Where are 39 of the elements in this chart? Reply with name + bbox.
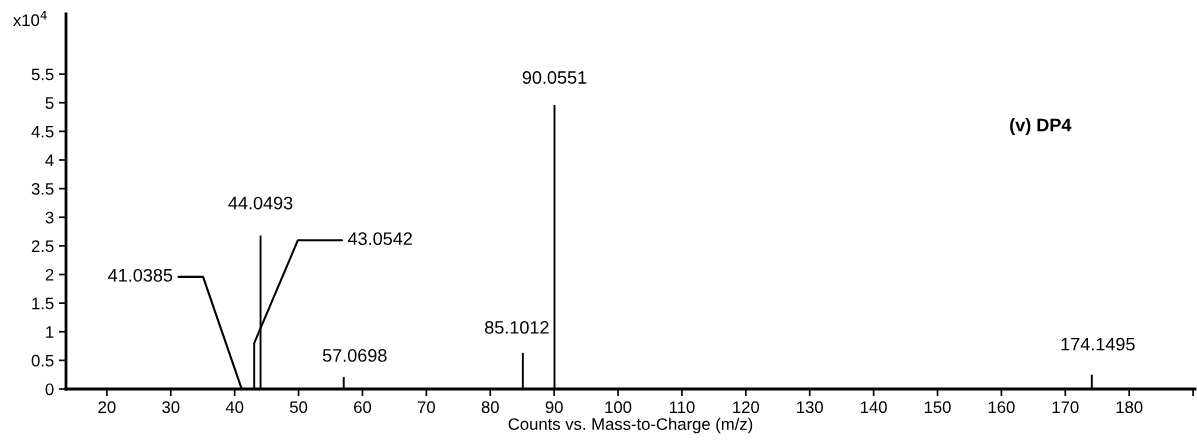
y-tick-label: 2.5 xyxy=(31,240,54,253)
y-axis-title: x10$^{4}$ xyxy=(13,11,47,27)
x-tick-label: 60 xyxy=(354,401,372,414)
annotation: 57.0698 xyxy=(322,349,387,362)
y-tick-label: 0 xyxy=(45,383,54,396)
x-axis-title: Counts vs. Mass-to-Charge (m/z) xyxy=(508,417,753,434)
x-tick-label: 50 xyxy=(289,401,308,414)
y-tick-label: 1 xyxy=(46,326,54,338)
x-tick-label: 180 xyxy=(1116,401,1143,414)
x-tick-label: 140 xyxy=(860,401,887,414)
y-tick-label: 0.5 xyxy=(31,354,54,367)
y-tick-label: 4 xyxy=(45,154,54,167)
y-tick-label: 3 xyxy=(45,211,54,224)
x-tick-label: 80 xyxy=(481,401,499,414)
annotation: (v) DP4 xyxy=(1010,118,1072,135)
x-tick-label: 120 xyxy=(733,401,760,414)
annotation: 41.0385 xyxy=(108,268,173,282)
annotation: 174.1495 xyxy=(1061,337,1135,351)
annotation: 43.0542 xyxy=(347,232,412,246)
annotation: 85.1012 xyxy=(485,320,549,334)
x-tick-label: 70 xyxy=(417,401,435,414)
annotation: 44.0493 xyxy=(228,196,293,210)
x-tick-label: 30 xyxy=(162,401,180,414)
x-tick-label: 160 xyxy=(988,401,1015,414)
x-tick-label: 20 xyxy=(98,401,116,414)
y-tick-label: 2 xyxy=(45,268,54,281)
x-tick-label: 130 xyxy=(797,401,823,414)
y-tick-label: 5 xyxy=(45,97,54,109)
x-tick-label: 90 xyxy=(545,401,563,414)
y-tick-label: 1.5 xyxy=(32,297,54,310)
y-tick-label: 3.5 xyxy=(31,183,54,195)
y-tick-label: 4.5 xyxy=(31,125,54,138)
x-tick-label: 100 xyxy=(605,401,632,414)
x-tick-label: 40 xyxy=(225,401,244,414)
x-tick-label: 110 xyxy=(669,401,695,414)
annotation: 90.0551 xyxy=(522,71,587,84)
x-tick-label: 170 xyxy=(1052,401,1079,414)
x-tick-label: 150 xyxy=(924,401,951,414)
y-tick-label: 5.5 xyxy=(31,68,54,81)
